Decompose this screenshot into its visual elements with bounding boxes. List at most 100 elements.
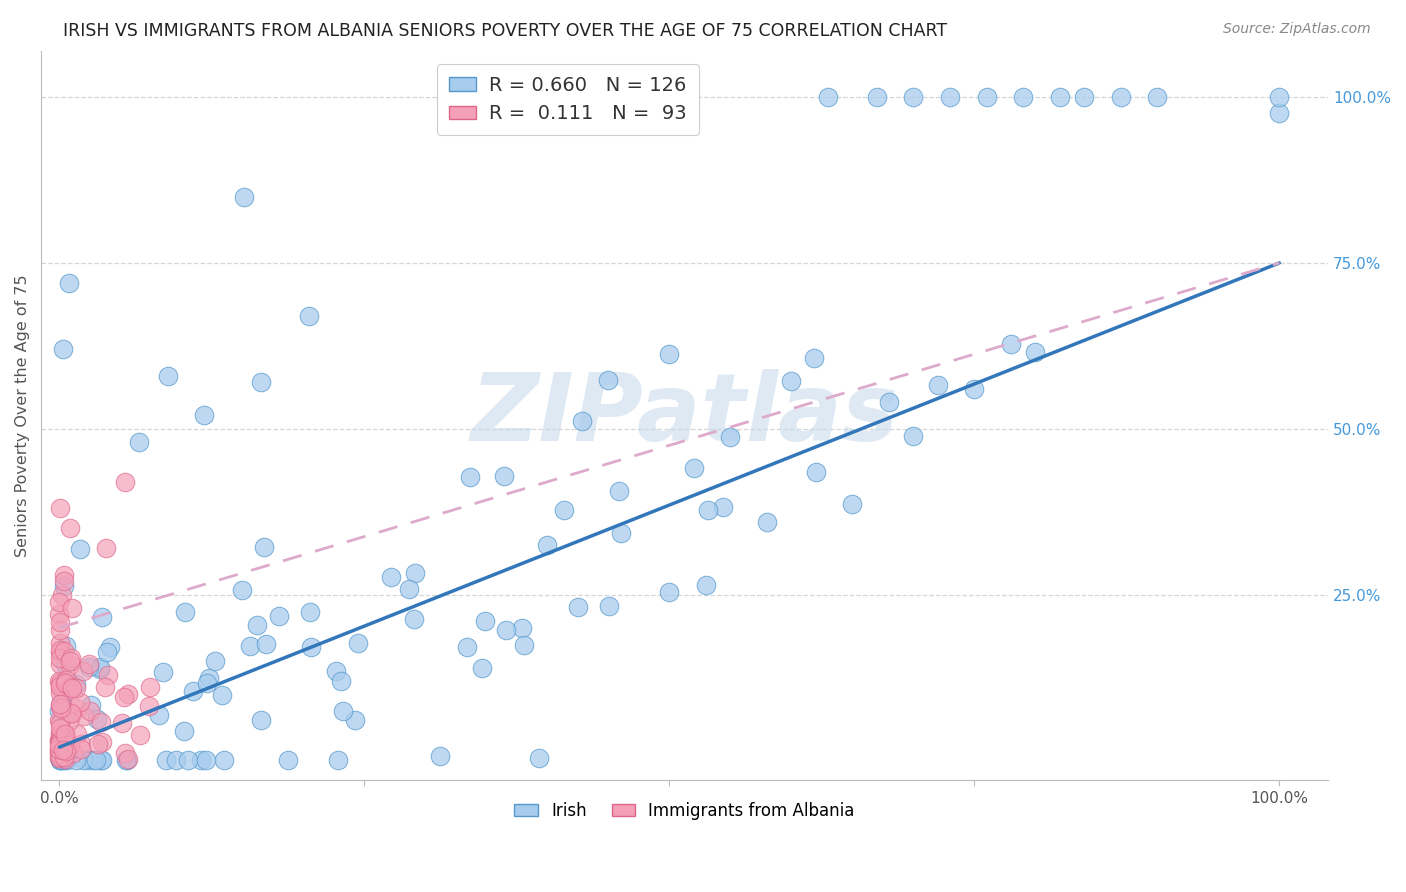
Point [49, 700, 72, 714]
Point [471, 661, 494, 675]
Point [91, 735, 114, 749]
Point [98, 640, 121, 654]
Point [157, 368, 180, 383]
Point [80, 698, 103, 713]
Point [212, 753, 235, 767]
Point [77, 753, 100, 767]
Point [114, 475, 136, 489]
Point [49, 752, 72, 766]
Point [49, 650, 72, 665]
Point [112, 690, 135, 705]
Point [84, 753, 107, 767]
Point [115, 753, 138, 767]
Point [1073, 90, 1095, 104]
Point [903, 90, 925, 104]
Point [59, 658, 82, 673]
Point [553, 503, 575, 517]
Point [48, 704, 70, 718]
Point [404, 611, 426, 625]
Point [190, 753, 212, 767]
Point [53, 753, 76, 767]
Point [72, 753, 94, 767]
Point [82, 753, 104, 767]
Point [96, 541, 118, 556]
Point [347, 636, 370, 650]
Point [1024, 345, 1046, 359]
Point [49, 679, 72, 693]
Point [56, 753, 79, 767]
Point [510, 621, 533, 635]
Point [48, 738, 70, 752]
Point [59, 521, 82, 535]
Point [49, 727, 72, 741]
Point [117, 687, 139, 701]
Point [53, 676, 76, 690]
Point [49, 699, 72, 714]
Point [193, 409, 215, 423]
Point [231, 583, 253, 598]
Point [607, 484, 630, 499]
Point [527, 751, 550, 765]
Point [52, 567, 75, 582]
Point [48, 501, 70, 516]
Point [55, 744, 77, 758]
Point [298, 309, 321, 323]
Point [49, 698, 72, 712]
Point [77, 657, 100, 672]
Point [204, 654, 226, 668]
Point [94, 680, 117, 694]
Point [53, 644, 76, 658]
Point [429, 749, 451, 764]
Point [148, 707, 170, 722]
Point [60, 681, 83, 695]
Point [1000, 337, 1022, 351]
Point [658, 347, 681, 361]
Point [1109, 90, 1132, 104]
Point [48, 747, 70, 761]
Point [51, 588, 73, 602]
Point [181, 684, 204, 698]
Point [52, 342, 75, 356]
Point [53, 752, 76, 766]
Point [246, 617, 269, 632]
Point [804, 465, 827, 479]
Point [48, 595, 70, 609]
Point [58, 276, 80, 290]
Point [87, 737, 110, 751]
Point [682, 460, 704, 475]
Point [152, 665, 174, 679]
Point [90, 610, 112, 624]
Point [48, 681, 70, 695]
Point [79, 704, 101, 718]
Point [841, 497, 863, 511]
Point [48, 733, 70, 747]
Point [598, 373, 620, 387]
Point [328, 753, 350, 767]
Point [658, 585, 681, 599]
Point [232, 189, 254, 203]
Point [53, 657, 76, 671]
Point [53, 733, 76, 747]
Text: Source: ZipAtlas.com: Source: ZipAtlas.com [1223, 22, 1371, 37]
Point [49, 726, 72, 740]
Point [567, 599, 589, 614]
Point [51, 731, 73, 745]
Point [65, 681, 87, 695]
Point [49, 753, 72, 767]
Point [49, 657, 72, 671]
Point [1268, 90, 1291, 104]
Point [903, 429, 925, 443]
Point [51, 696, 73, 710]
Point [48, 624, 70, 638]
Point [48, 743, 70, 757]
Point [49, 645, 72, 659]
Point [49, 749, 72, 764]
Point [803, 351, 825, 366]
Point [1146, 90, 1168, 104]
Point [51, 734, 73, 748]
Point [69, 737, 91, 751]
Point [48, 732, 70, 747]
Point [267, 608, 290, 623]
Point [49, 676, 72, 690]
Point [211, 688, 233, 702]
